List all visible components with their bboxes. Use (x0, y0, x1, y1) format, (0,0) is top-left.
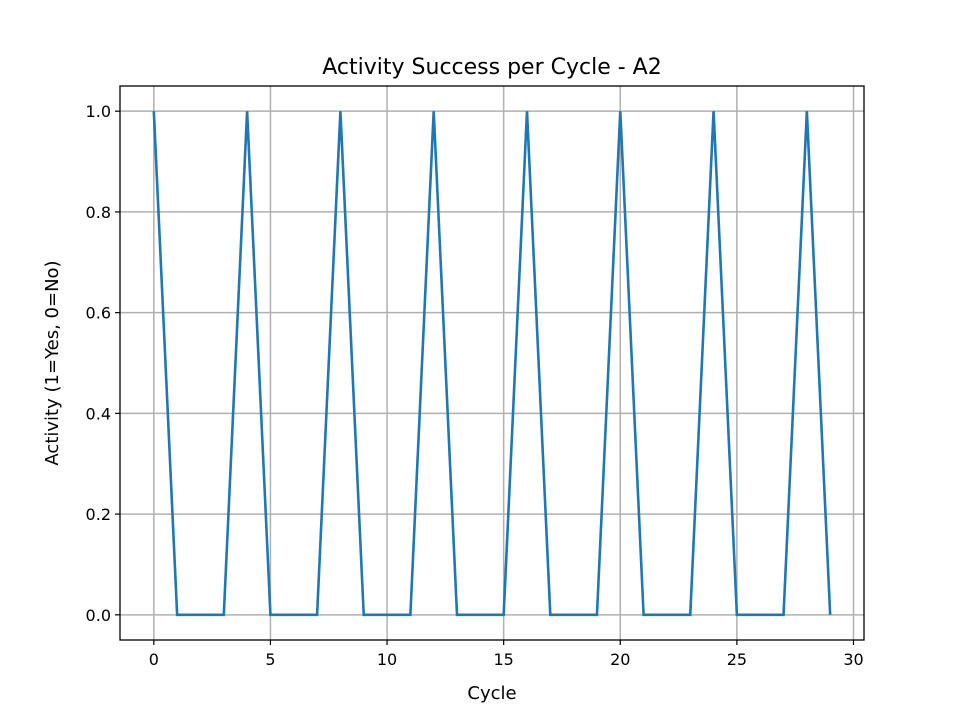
x-axis: 0 5 10 15 20 25 30 (149, 640, 864, 669)
x-tick-label: 5 (265, 650, 275, 669)
y-axis: 0.0 0.2 0.4 0.6 0.8 1.0 (86, 102, 120, 625)
y-tick-label: 0.8 (86, 203, 111, 222)
x-tick-label: 15 (493, 650, 513, 669)
series-layer (152, 111, 832, 617)
grid-layer (120, 86, 864, 640)
y-tick-label: 0.6 (86, 304, 111, 323)
x-tick-label: 25 (727, 650, 747, 669)
series-line (152, 111, 832, 617)
x-tick-label: 10 (377, 650, 397, 669)
plot-frame (119, 85, 865, 641)
x-tick-label: 0 (149, 650, 159, 669)
y-tick-label: 0.0 (86, 606, 111, 625)
x-tick-label: 20 (610, 650, 630, 669)
y-tick-label: 0.2 (86, 505, 111, 524)
y-axis-label: Activity (1=Yes, 0=No) (42, 260, 63, 465)
chart-title: Activity Success per Cycle - A2 (322, 55, 661, 80)
x-tick-label: 30 (843, 650, 863, 669)
y-tick-label: 0.4 (86, 404, 111, 423)
x-axis-label: Cycle (467, 683, 516, 704)
y-tick-label: 1.0 (86, 102, 111, 121)
